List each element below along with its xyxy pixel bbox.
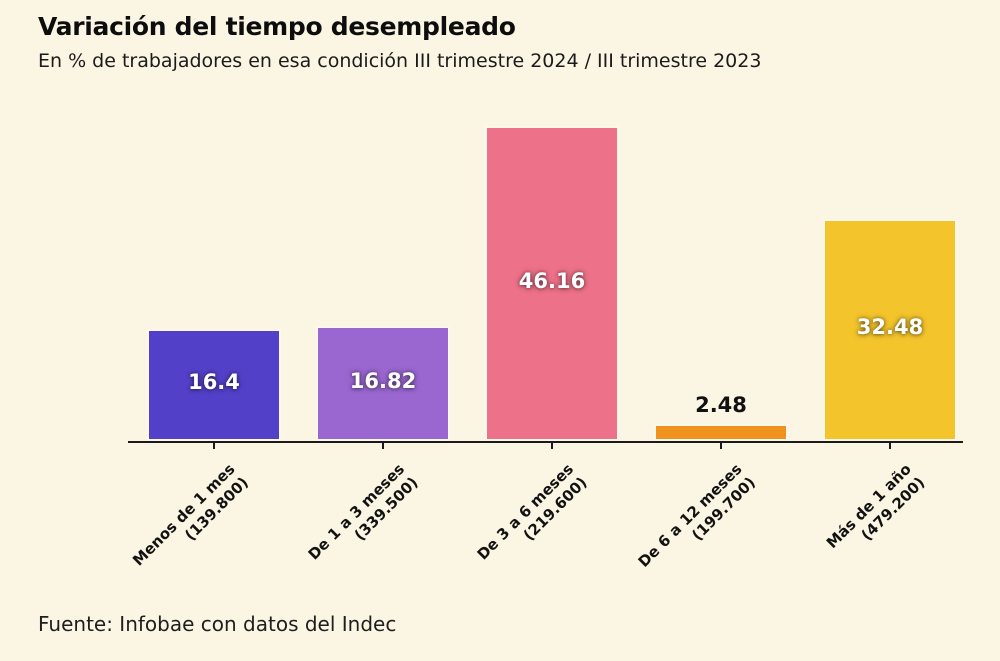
chart-title: Variación del tiempo desempleado (38, 12, 516, 41)
bar-1 (316, 326, 450, 441)
bar-value-label: 2.48 (695, 393, 747, 417)
x-axis-label: Menos de 1 mes (139.800) (129, 460, 253, 584)
x-axis-label: Más de 1 año (479.200) (823, 460, 929, 566)
x-axis-tick (720, 443, 722, 449)
bar-0 (147, 329, 281, 441)
x-axis-label: De 6 a 12 meses (199.700) (635, 460, 760, 585)
x-axis-tick (382, 443, 384, 449)
bar-value-label: 16.4 (188, 370, 240, 394)
x-axis-tick (213, 443, 215, 449)
x-axis-label: De 1 a 3 meses (339.500) (304, 460, 422, 578)
x-axis-tick (551, 443, 553, 449)
bar-value-label: 32.48 (856, 315, 924, 339)
x-axis-line (128, 441, 963, 443)
bar-chart: 16.4 Menos de 1 mes (139.800) 16.82 De 1 a 3… (128, 126, 963, 585)
bar-2 (485, 126, 619, 441)
bar-3 (654, 424, 788, 441)
bar-value-label: 16.82 (349, 368, 417, 393)
x-axis-label: De 3 a 6 meses (219.600) (473, 460, 591, 578)
bar-value-label: 46.16 (518, 268, 586, 293)
chart-subtitle: En % de trabajadores en esa condición II… (38, 50, 762, 72)
bar-4 (823, 219, 957, 441)
x-axis-tick (889, 443, 891, 449)
source-note: Fuente: Infobae con datos del Indec (38, 612, 397, 636)
